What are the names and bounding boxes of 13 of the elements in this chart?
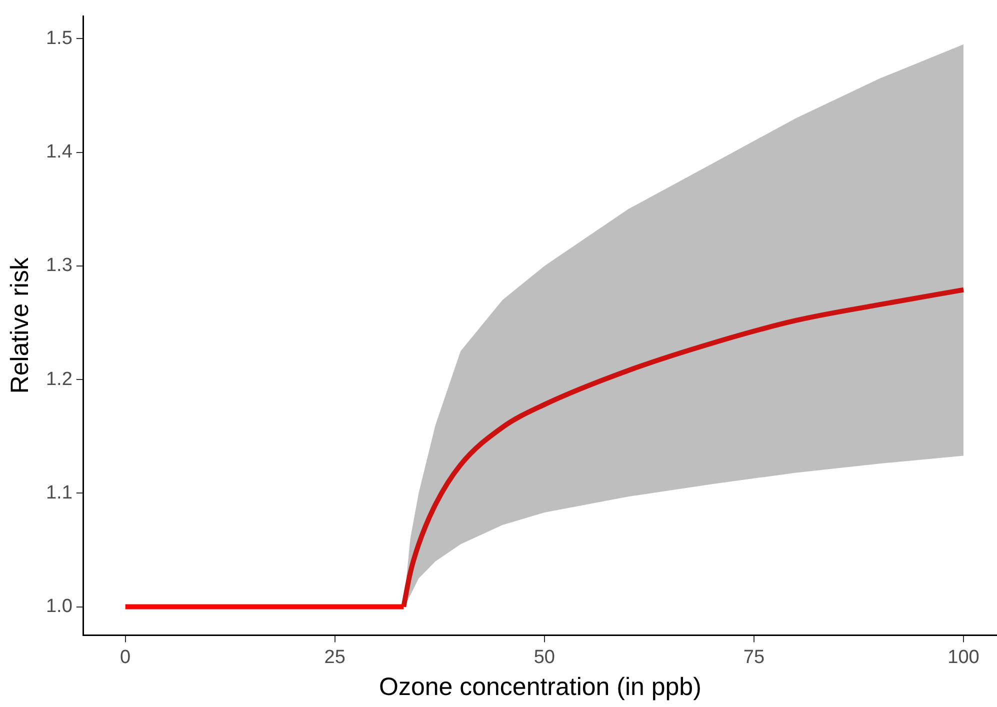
- x-tick-label: 0: [120, 646, 131, 668]
- y-tick-label: 1.0: [46, 596, 72, 618]
- y-tick-label: 1.5: [46, 28, 72, 49]
- x-axis-title: Ozone concentration (in ppb): [378, 672, 702, 701]
- y-tick-label: 1.2: [46, 368, 72, 390]
- x-tick-label: 25: [324, 646, 346, 668]
- x-tick-label: 75: [743, 646, 765, 668]
- x-tick-label: 50: [534, 646, 555, 668]
- x-tick-label: 100: [948, 646, 980, 668]
- y-tick-label: 1.3: [46, 255, 72, 276]
- y-axis-title: Relative risk: [6, 257, 34, 394]
- y-tick-label: 1.4: [46, 142, 73, 163]
- y-tick-label: 1.1: [46, 482, 72, 504]
